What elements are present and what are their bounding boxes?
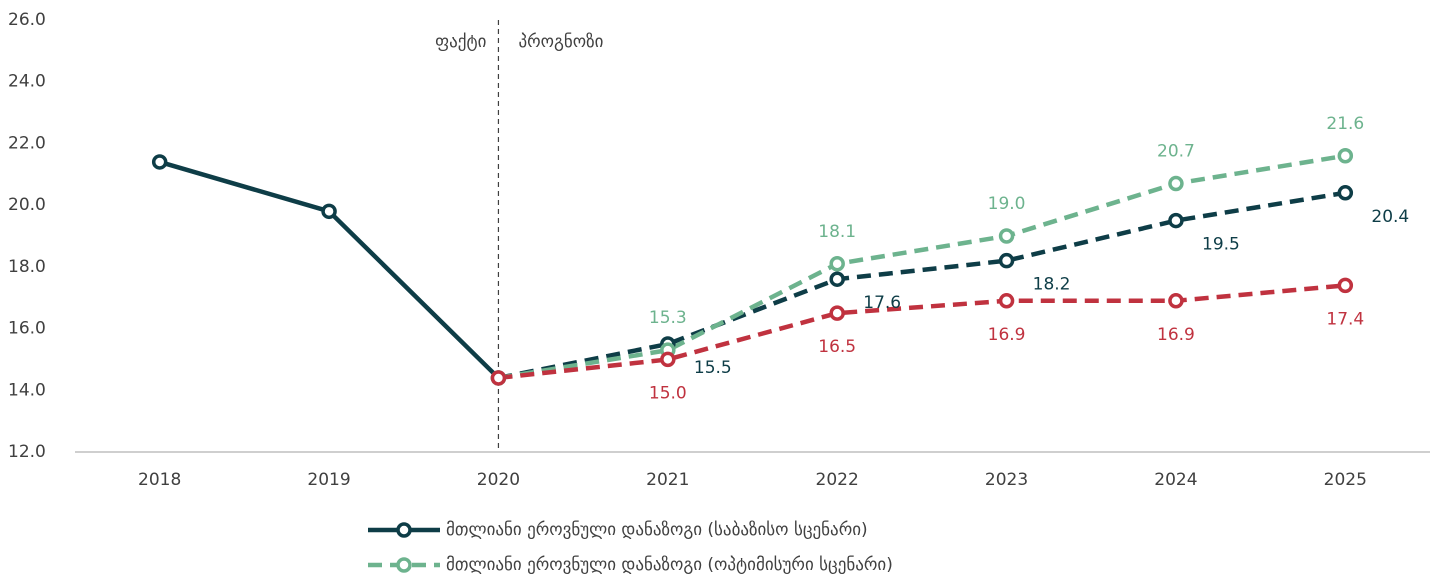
x-tick-label: 2021 <box>646 470 689 490</box>
marker <box>998 228 1015 244</box>
y-tick-label: 20.0 <box>8 195 46 215</box>
data-label: 16.5 <box>818 337 856 357</box>
x-tick-label: 2025 <box>1324 470 1367 490</box>
series-line <box>498 153 1346 381</box>
marker <box>1337 148 1354 164</box>
marker <box>151 154 168 170</box>
marker <box>829 271 845 287</box>
marker <box>998 252 1015 269</box>
x-tick-label: 2019 <box>307 470 350 490</box>
data-label: 18.2 <box>1033 275 1071 295</box>
marker <box>1168 293 1184 309</box>
x-tick-label: 2024 <box>1154 470 1197 490</box>
marker <box>1168 212 1184 229</box>
legend-label: მთლიანი ეროვნული დანაზოგი (ოპტიმისური სც… <box>446 555 893 575</box>
marker <box>1168 175 1184 192</box>
data-label: 19.0 <box>988 194 1026 214</box>
series-line-forecast <box>497 190 1346 381</box>
y-tick-label: 26.0 <box>8 10 46 30</box>
series-line-actual <box>159 159 501 380</box>
y-tick-label: 12.0 <box>8 442 46 462</box>
y-tick-label: 24.0 <box>8 72 46 92</box>
data-label: 15.5 <box>694 358 732 378</box>
y-tick-label: 16.0 <box>8 319 46 339</box>
legend-label: მთლიანი ეროვნული დანაზოგი (საბაზისო სცენ… <box>446 520 868 540</box>
data-label: 20.4 <box>1371 207 1409 227</box>
annotation-actual: ფაქტი <box>435 32 486 52</box>
data-label: 21.6 <box>1326 114 1364 134</box>
x-tick-label: 2018 <box>138 470 181 490</box>
annotation-forecast: პროგნოზი <box>518 32 603 52</box>
data-label: 20.7 <box>1157 142 1195 162</box>
data-label: 18.1 <box>818 222 856 242</box>
data-label: 16.9 <box>1157 325 1195 345</box>
x-tick-label: 2022 <box>816 470 859 490</box>
series-line <box>498 283 1346 381</box>
data-label: 15.3 <box>649 308 687 328</box>
marker <box>829 305 845 321</box>
y-tick-label: 22.0 <box>8 133 46 153</box>
marker <box>1337 185 1354 201</box>
marker <box>998 293 1015 309</box>
legend-marker <box>396 522 412 538</box>
data-label: 15.0 <box>649 383 687 403</box>
data-label: 17.6 <box>863 293 901 313</box>
data-label: 17.4 <box>1326 309 1364 329</box>
x-tick-label: 2023 <box>985 470 1028 490</box>
data-label: 16.9 <box>988 325 1026 345</box>
marker <box>660 351 676 368</box>
marker <box>490 370 507 386</box>
marker <box>829 256 845 272</box>
legend-marker <box>396 557 412 573</box>
y-tick-label: 14.0 <box>8 380 46 400</box>
y-tick-label: 18.0 <box>8 257 46 277</box>
x-tick-label: 2020 <box>477 470 520 490</box>
marker <box>321 203 337 220</box>
marker <box>1337 277 1354 294</box>
data-label: 19.5 <box>1202 235 1240 255</box>
